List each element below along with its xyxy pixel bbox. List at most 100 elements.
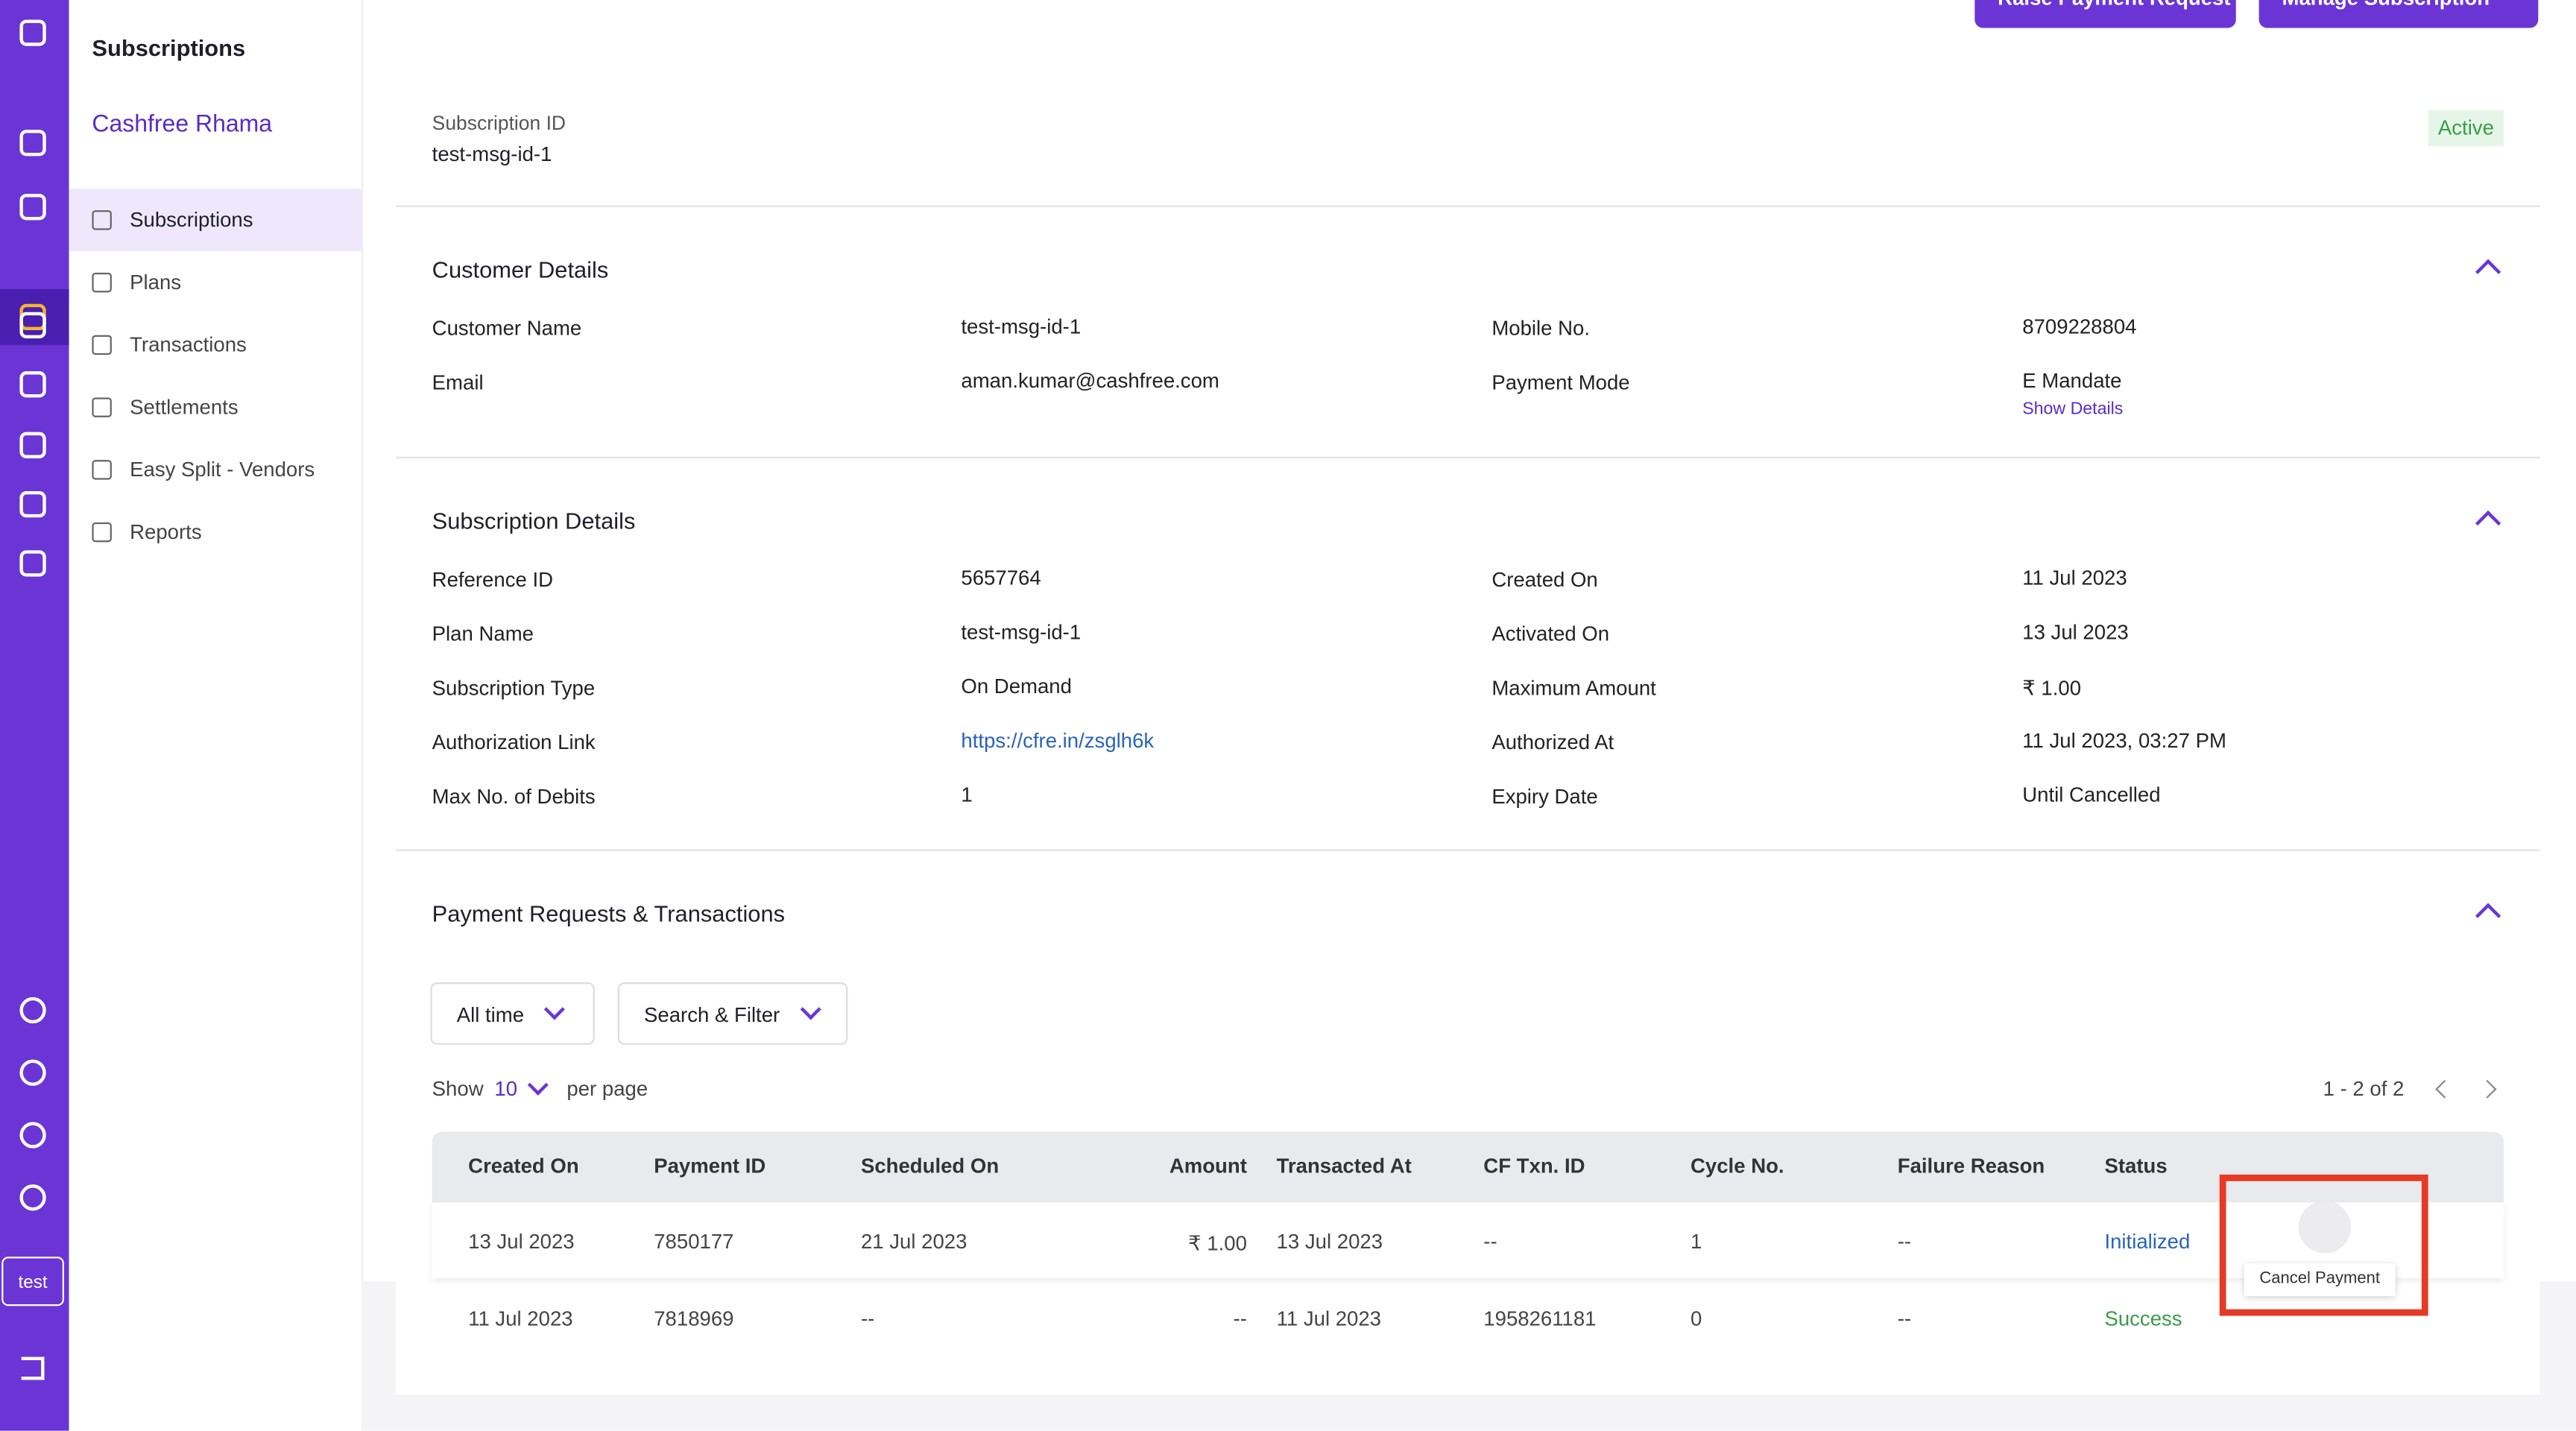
column-header: Created On <box>468 1154 579 1178</box>
table-cell: 21 Jul 2023 <box>860 1230 967 1254</box>
nav-item-icon <box>92 522 112 543</box>
section-title: Subscription Details <box>432 508 636 534</box>
link[interactable]: Show Details <box>2022 399 2124 420</box>
field-value: test-msg-id-1 <box>961 621 1082 645</box>
nav-icon[interactable] <box>19 194 46 221</box>
tooltip[interactable]: Cancel Payment <box>2244 1263 2396 1297</box>
filter-dropdown[interactable]: All time <box>430 982 595 1045</box>
field-label: Expiry Date <box>1491 785 1598 809</box>
label: Subscription ID <box>432 111 566 135</box>
nav-item[interactable]: Settlements <box>69 376 362 439</box>
action-button[interactable]: Manage Subscription <box>2258 0 2539 28</box>
user-badge[interactable]: test <box>1 1257 64 1307</box>
nav-icon[interactable] <box>19 1059 46 1086</box>
table-cell: 0 <box>1690 1307 1702 1331</box>
page-size[interactable]: 10 <box>494 1077 518 1101</box>
field-value: ₹ 1.00 <box>2022 677 2082 700</box>
nav-item-icon <box>92 210 112 230</box>
field-value: Until Cancelled <box>2022 783 2161 807</box>
column-header: Transacted At <box>1276 1154 1412 1178</box>
field-label: Maximum Amount <box>1491 677 1656 700</box>
field-label: Max No. of Debits <box>432 785 596 809</box>
nav-item[interactable]: Easy Split - Vendors <box>69 438 362 501</box>
table-cell: 11 Jul 2023 <box>1276 1307 1382 1331</box>
table-header <box>432 1131 2504 1203</box>
nav-icon[interactable] <box>19 371 46 398</box>
action-icon[interactable] <box>2298 1201 2352 1254</box>
field-value: 13 Jul 2023 <box>2022 621 2129 645</box>
field-label: Customer Name <box>432 317 582 341</box>
table-cell: ₹ 1.00 <box>1188 1232 1247 1255</box>
nav-item-icon <box>92 397 112 417</box>
column-header: Amount <box>1169 1154 1247 1178</box>
nav-item[interactable]: Transactions <box>69 314 362 376</box>
merchant-name: Cashfree Rhama <box>92 111 273 139</box>
field-value: 11 Jul 2023 <box>2022 566 2127 590</box>
field-value: 1 <box>961 783 973 807</box>
field-value: 8709228804 <box>2022 315 2137 339</box>
nav-icon[interactable] <box>19 1184 46 1211</box>
field-value: 5657764 <box>961 566 1041 590</box>
table-row <box>432 1202 2504 1278</box>
field-label: Reference ID <box>432 568 554 592</box>
divider <box>396 456 2540 458</box>
divider <box>396 849 2540 851</box>
table-cell: -- <box>1897 1307 1912 1331</box>
nav-icon[interactable] <box>19 491 46 518</box>
field-value[interactable]: https://cfre.in/zsglh6k <box>961 729 1155 753</box>
nav-icon[interactable] <box>19 312 46 339</box>
field-value: test-msg-id-1 <box>961 315 1082 339</box>
field-label: Authorization Link <box>432 730 596 754</box>
table-cell: -- <box>1897 1230 1912 1254</box>
field-label: Authorized At <box>1491 730 1614 754</box>
column-header: Cycle No. <box>1690 1154 1784 1178</box>
section-title: Customer Details <box>432 256 609 283</box>
nav-item[interactable]: Plans <box>69 251 362 314</box>
table-cell: Initialized <box>2104 1230 2191 1254</box>
field-value: aman.kumar@cashfree.com <box>961 369 1219 393</box>
field-label: Plan Name <box>432 622 534 646</box>
field-label: Email <box>432 371 484 394</box>
column-header: Status <box>2104 1154 2168 1178</box>
nav-icon[interactable] <box>19 19 46 46</box>
field-label: Created On <box>1491 568 1598 592</box>
nav-item-icon <box>92 335 112 356</box>
nav-item-icon <box>92 460 112 480</box>
table-cell: 13 Jul 2023 <box>1276 1230 1383 1254</box>
nav-icon[interactable] <box>19 550 46 577</box>
nav-icon[interactable] <box>19 432 46 458</box>
nav-icon[interactable] <box>19 1122 46 1149</box>
column-header: CF Txn. ID <box>1483 1154 1585 1178</box>
section-title: Subscriptions <box>92 34 246 61</box>
field-value: On Demand <box>961 675 1072 698</box>
divider <box>396 205 2540 207</box>
nav-item[interactable]: Subscriptions <box>69 189 362 252</box>
nav-icon[interactable] <box>19 996 46 1024</box>
table-cell: -- <box>860 1307 875 1331</box>
nav-icon[interactable] <box>19 130 46 157</box>
nav-icon[interactable] <box>21 1356 45 1380</box>
label: Show <box>432 1077 484 1101</box>
highlight-box <box>2219 1174 2428 1316</box>
chevron <box>543 999 565 1020</box>
value: test-msg-id-1 <box>432 142 552 166</box>
column-header: Scheduled On <box>860 1154 1000 1178</box>
table-cell: -- <box>1233 1307 1247 1331</box>
field-label: Subscription Type <box>432 677 596 700</box>
nav-item[interactable]: Reports <box>69 501 362 563</box>
column-header: Payment ID <box>654 1154 766 1178</box>
table-cell: 11 Jul 2023 <box>468 1307 573 1331</box>
action-button[interactable]: Raise Payment Request <box>1974 0 2236 28</box>
status-badge: Active <box>2428 110 2504 147</box>
nav-item-icon <box>92 272 112 293</box>
table-cell: 13 Jul 2023 <box>468 1230 575 1254</box>
chevron <box>799 999 821 1020</box>
field-value: E Mandate <box>2022 369 2122 393</box>
filter-dropdown[interactable]: Search & Filter <box>617 982 848 1045</box>
field-label: Mobile No. <box>1491 317 1591 341</box>
pagination-range: 1 - 2 of 2 <box>2323 1077 2405 1101</box>
field-value: 11 Jul 2023, 03:27 PM <box>2022 729 2226 753</box>
section-title: Payment Requests & Transactions <box>432 900 786 927</box>
